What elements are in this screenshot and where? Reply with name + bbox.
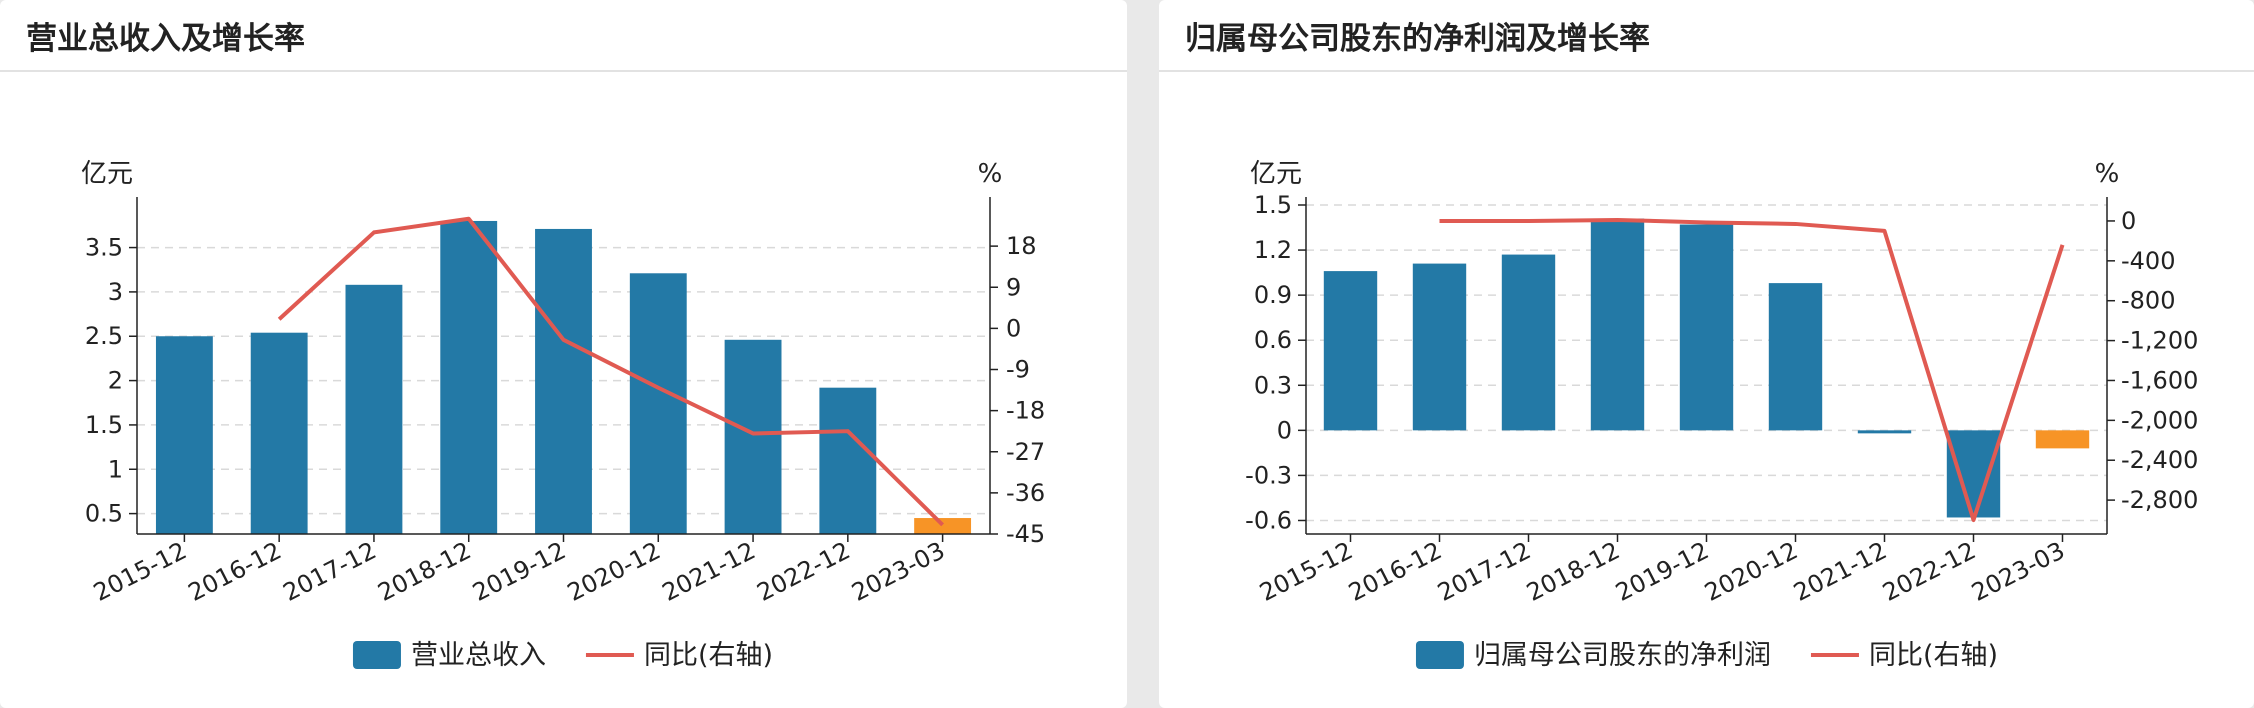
right-tick-label: 9 [1006,273,1021,301]
legend-label-line: 同比(右轴) [644,640,773,671]
right-tick-label: -2,400 [2121,446,2198,474]
x-tick-label: 2022-12 [1878,536,1980,606]
x-tick-label: 2018-12 [373,536,475,606]
x-tick-label: 2020-12 [563,536,665,606]
left-tick-label: 1.5 [1254,191,1292,219]
right-tick-label: -400 [2121,247,2175,275]
left-tick-label: 3.5 [85,234,123,262]
bar [250,332,308,534]
net-profit-chart-title: 归属母公司股东的净利润及增长率 [1185,20,1650,57]
bar [1323,271,1378,431]
bar [1857,430,1912,434]
legend-swatch-bars [352,641,401,669]
left-tick-label: 1 [108,455,123,483]
left-tick-label: 3 [108,278,123,306]
right-tick-label: -9 [1006,356,1030,384]
bar [819,387,877,534]
x-tick-label: 2015-12 [1255,536,1357,606]
x-tick-label: 2017-12 [279,536,381,606]
revenue-panel-header: 营业总收入及增长率 [0,0,1127,72]
x-tick-label: 2016-12 [1344,536,1446,606]
legend-label-bars: 归属母公司股东的净利润 [1474,640,1771,671]
bar [1679,224,1734,431]
right-axis-unit: % [2095,159,2120,189]
bar [1768,283,1823,431]
x-tick-label: 2015-12 [89,536,191,606]
right-tick-label: 18 [1006,232,1037,260]
bar [535,228,592,534]
net-profit-chart: 1.5 1.2 0.9 0.6 0.3 0 -0.3 -0.6 0 -400 -800 -1,200 -… [1245,159,2198,671]
right-tick-label: -2,800 [2121,486,2198,514]
right-tick-label: -36 [1006,479,1045,507]
x-tick-label: 2018-12 [1522,536,1624,606]
bar [345,284,403,534]
x-tick-label: 2023-03 [1967,536,2069,606]
right-tick-label: -45 [1006,520,1045,548]
left-tick-label: 0.5 [85,500,123,528]
left-tick-label: -0.3 [1245,461,1292,489]
left-tick-label: 2.5 [85,322,123,350]
legend-label-line: 同比(右轴) [1869,640,1998,671]
revenue-chart-title: 营业总收入及增长率 [26,20,305,57]
left-tick-label: 0.6 [1254,326,1292,354]
right-tick-label: -2,000 [2121,406,2198,434]
left-axis-unit: 亿元 [81,159,133,189]
chart-legend: 营业总收入 同比(右轴) [352,640,773,671]
bar [1412,263,1467,431]
right-tick-label: -27 [1006,438,1045,466]
legend-label-bars: 营业总收入 [411,640,546,671]
left-tick-label: 1.2 [1254,236,1292,264]
bar [1946,430,2001,518]
bar [724,339,782,534]
yoy-line [1439,217,2065,523]
x-tick-label: 2016-12 [184,536,286,606]
net-profit-panel-header: 归属母公司股东的净利润及增长率 [1159,0,2254,72]
bar [914,518,972,534]
left-tick-label: 0.9 [1254,281,1292,309]
x-tick-label: 2021-12 [658,536,760,606]
right-tick-label: -1,600 [2121,366,2198,394]
left-tick-label: -0.6 [1245,506,1292,534]
x-tick-label: 2017-12 [1433,536,1535,606]
revenue-chart: 0.5 1 1.5 2 2.5 3 3.5 18 9 0 -9 -18 -27 -36 -45 亿元 % 2015… [81,159,1045,671]
right-tick-label: -1,200 [2121,327,2198,355]
x-tick-label: 2019-12 [468,536,570,606]
right-tick-label: 0 [1006,314,1021,342]
bar [1501,254,1556,431]
x-tick-label: 2019-12 [1611,536,1713,606]
left-tick-label: 2 [108,367,123,395]
right-axis-unit: % [978,159,1003,189]
bar [2035,430,2090,449]
legend-swatch-bars [1415,641,1464,669]
chart-legend: 归属母公司股东的净利润 同比(右轴) [1415,640,1998,671]
left-tick-label: 0.3 [1254,371,1292,399]
x-tick-label: 2021-12 [1789,536,1891,606]
bar [629,273,687,534]
right-tick-label: -18 [1006,397,1045,425]
right-tick-label: -800 [2121,287,2175,315]
x-tick-label: 2020-12 [1700,536,1802,606]
left-tick-label: 0 [1277,416,1292,444]
left-tick-label: 1.5 [85,411,123,439]
revenue-panel: 营业总收入及增长率 0.5 1 1.5 2 2.5 3 3.5 18 9 0 -9 -18 -27 -36… [0,0,1127,708]
x-tick-label: 2022-12 [752,536,854,606]
net-profit-panel: 归属母公司股东的净利润及增长率 1.5 1.2 0.9 0.6 0.3 0 -0.3 -0.6… [1159,0,2254,708]
bar [1590,218,1645,431]
yoy-line [277,216,945,527]
bar [155,336,213,534]
right-tick-label: 0 [2121,207,2136,235]
bar [440,220,498,534]
x-tick-label: 2023-03 [847,536,949,606]
left-axis-unit: 亿元 [1250,159,1302,189]
